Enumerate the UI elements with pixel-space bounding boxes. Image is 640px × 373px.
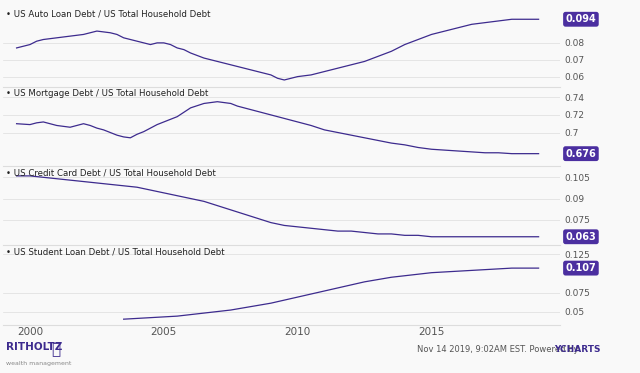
Text: YCHARTS: YCHARTS xyxy=(554,345,600,354)
Text: RITHOLTZ: RITHOLTZ xyxy=(6,342,63,352)
Text: • US Credit Card Debt / US Total Household Debt: • US Credit Card Debt / US Total Househo… xyxy=(6,168,216,178)
Text: 0.094: 0.094 xyxy=(566,14,596,24)
Text: 0.107: 0.107 xyxy=(566,263,596,273)
Text: 0.063: 0.063 xyxy=(566,232,596,242)
Text: Nov 14 2019, 9:02AM EST. Powered by: Nov 14 2019, 9:02AM EST. Powered by xyxy=(417,345,581,354)
Text: • US Auto Loan Debt / US Total Household Debt: • US Auto Loan Debt / US Total Household… xyxy=(6,10,211,19)
Text: Ⓡ: Ⓡ xyxy=(51,342,60,357)
Text: • US Mortgage Debt / US Total Household Debt: • US Mortgage Debt / US Total Household … xyxy=(6,89,209,98)
Text: • US Student Loan Debt / US Total Household Debt: • US Student Loan Debt / US Total Househ… xyxy=(6,248,225,257)
Text: wealth management: wealth management xyxy=(6,361,72,366)
Text: 0.676: 0.676 xyxy=(566,149,596,159)
